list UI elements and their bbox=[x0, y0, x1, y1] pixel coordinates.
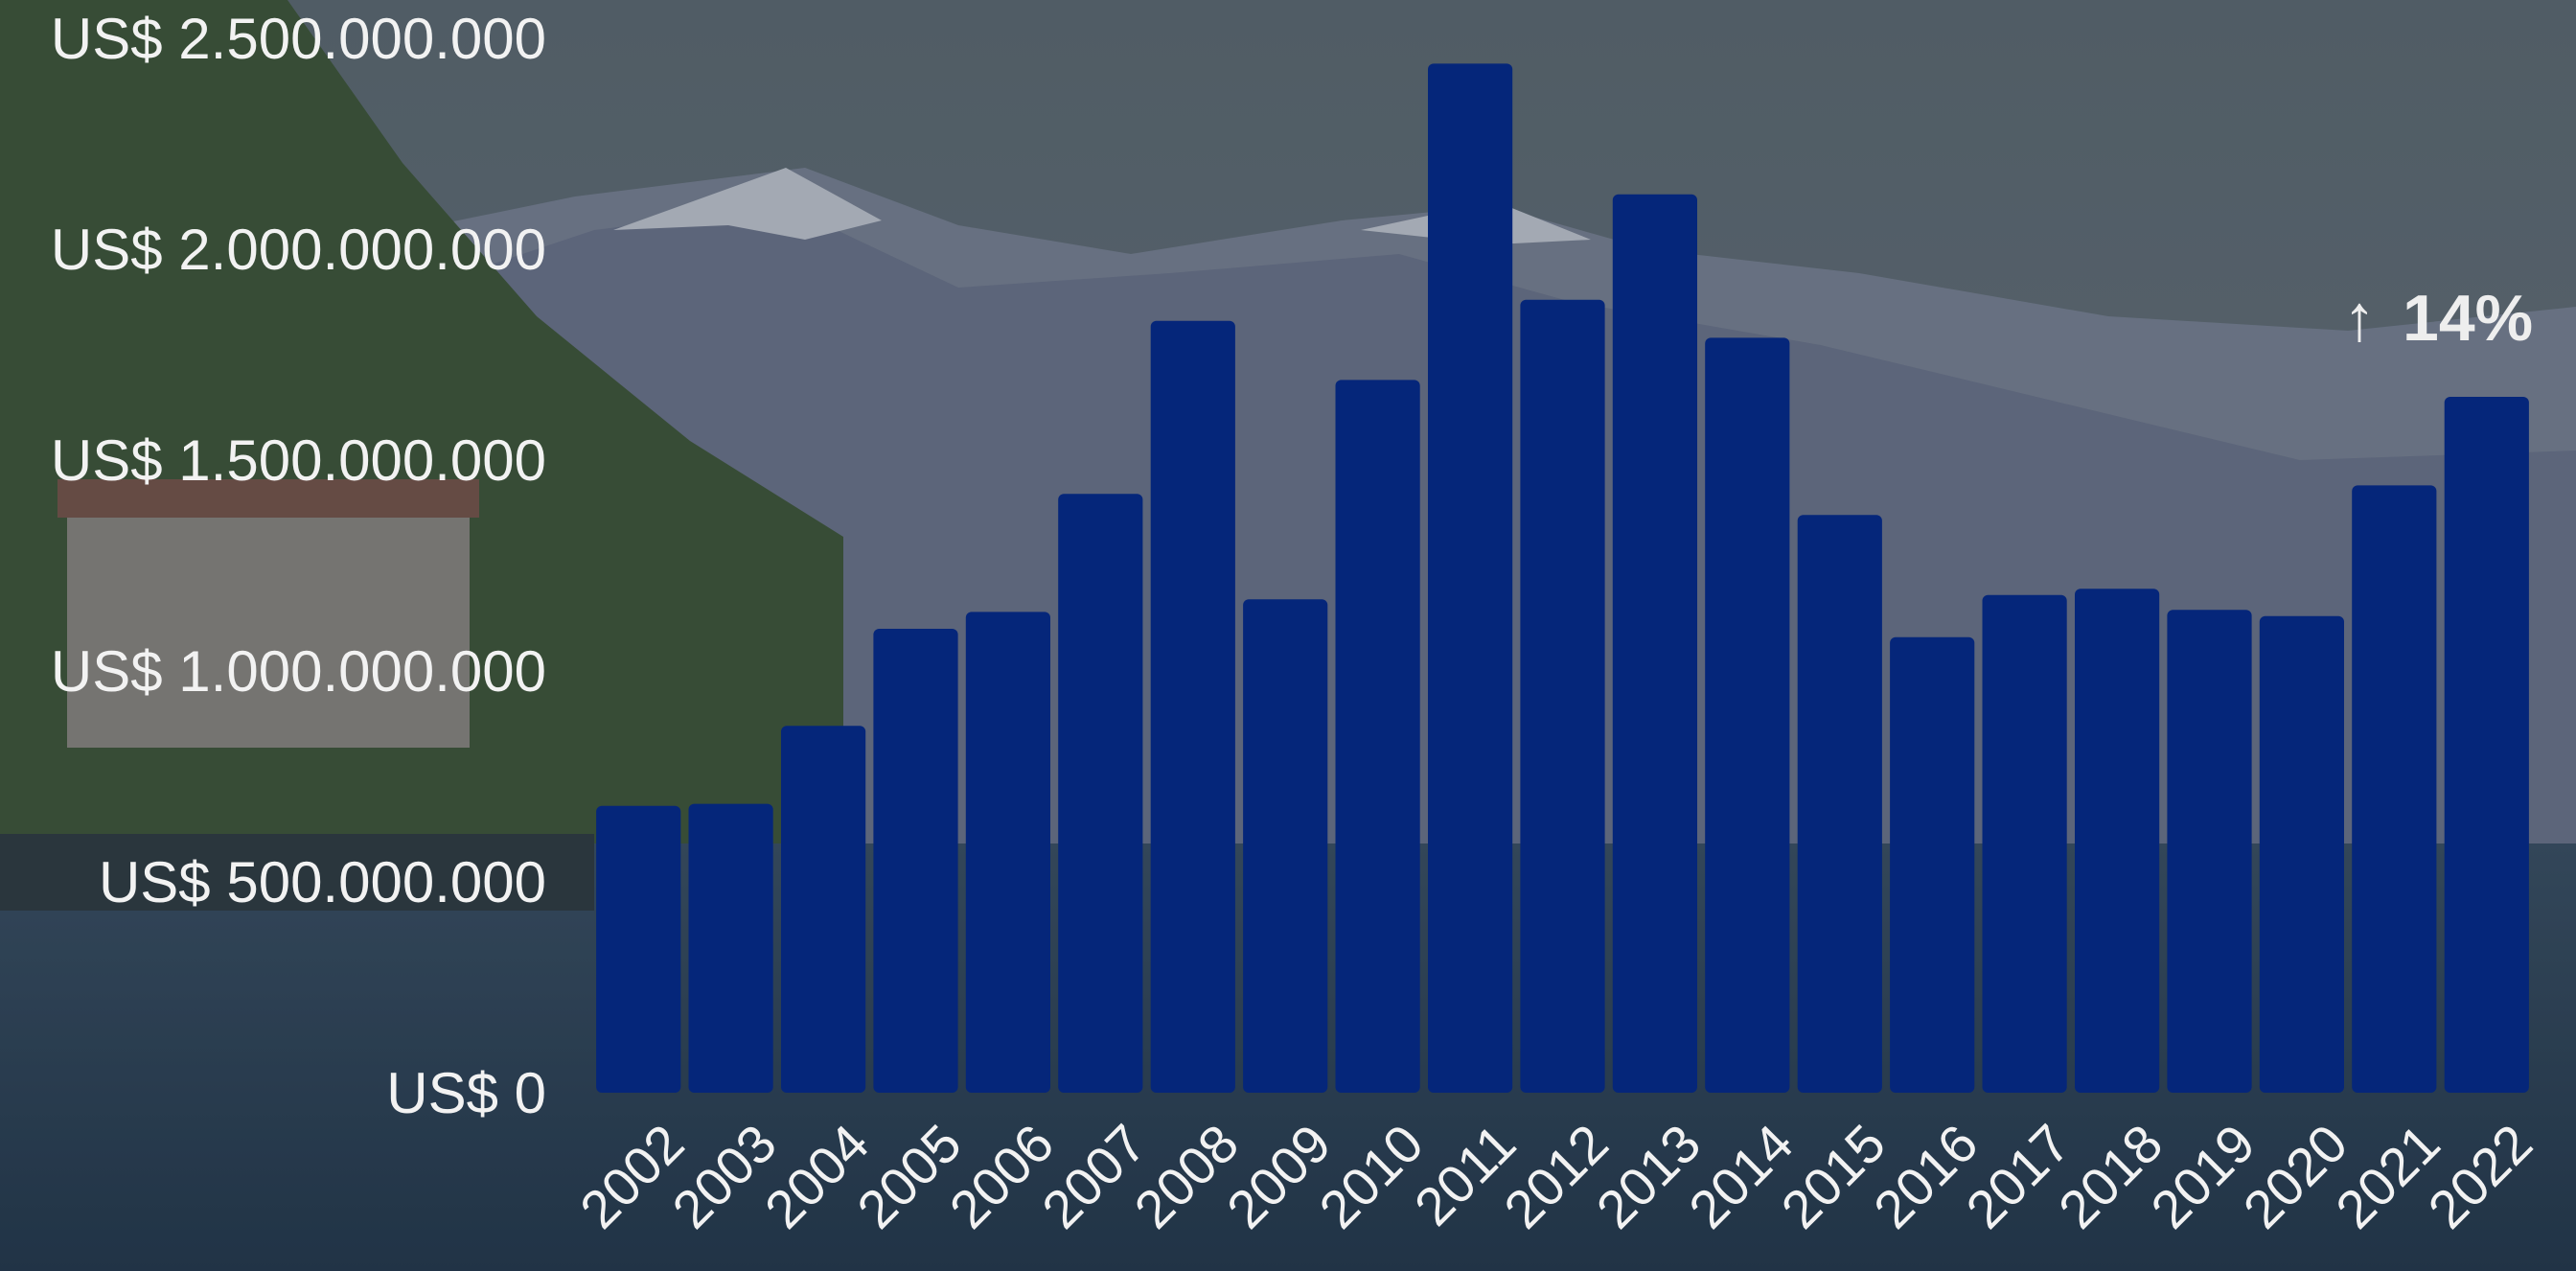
bar-2014 bbox=[1705, 337, 1790, 1093]
bar-2013 bbox=[1612, 194, 1697, 1094]
bar-2010 bbox=[1335, 380, 1420, 1093]
bar-2022 bbox=[2444, 397, 2529, 1093]
bar-2009 bbox=[1243, 599, 1328, 1093]
bar-2016 bbox=[1890, 636, 1975, 1093]
bar-2019 bbox=[2167, 610, 2252, 1093]
bar-2006 bbox=[965, 612, 1050, 1093]
y-tick-label: US$ 1.000.000.000 bbox=[51, 639, 546, 704]
bar-2011 bbox=[1428, 63, 1513, 1093]
bar-2008 bbox=[1150, 320, 1235, 1093]
bar-2004 bbox=[781, 726, 866, 1093]
bar-2018 bbox=[2075, 589, 2160, 1093]
arrow-up-icon: ↑ bbox=[2343, 282, 2376, 355]
y-tick-label: US$ 1.500.000.000 bbox=[51, 428, 546, 493]
bar-2017 bbox=[1982, 594, 2067, 1093]
bar-2015 bbox=[1797, 515, 1882, 1093]
bar-2012 bbox=[1520, 299, 1605, 1093]
bars bbox=[596, 63, 2529, 1094]
change-percent: 14% bbox=[2403, 282, 2533, 355]
change-badge: ↑ 14% bbox=[2343, 282, 2533, 355]
shoreline-wall bbox=[0, 834, 594, 911]
bar-2005 bbox=[873, 629, 958, 1093]
villa-roof bbox=[58, 479, 479, 518]
bar-2007 bbox=[1058, 494, 1143, 1093]
y-tick-label: US$ 2.000.000.000 bbox=[51, 218, 546, 282]
y-axis: US$ 0 US$ 500.000.000 US$ 1.000.000.000 US$… bbox=[51, 7, 546, 1125]
y-tick-label: US$ 0 bbox=[386, 1061, 546, 1125]
snow-caps bbox=[613, 168, 1591, 244]
bar-2021 bbox=[2352, 485, 2437, 1093]
bar-2003 bbox=[688, 803, 773, 1093]
y-tick-label: US$ 500.000.000 bbox=[99, 850, 546, 914]
villa bbox=[67, 498, 470, 748]
bar-2002 bbox=[596, 805, 681, 1093]
bar-2020 bbox=[2259, 615, 2344, 1093]
y-tick-label: US$ 2.500.000.000 bbox=[51, 7, 546, 71]
